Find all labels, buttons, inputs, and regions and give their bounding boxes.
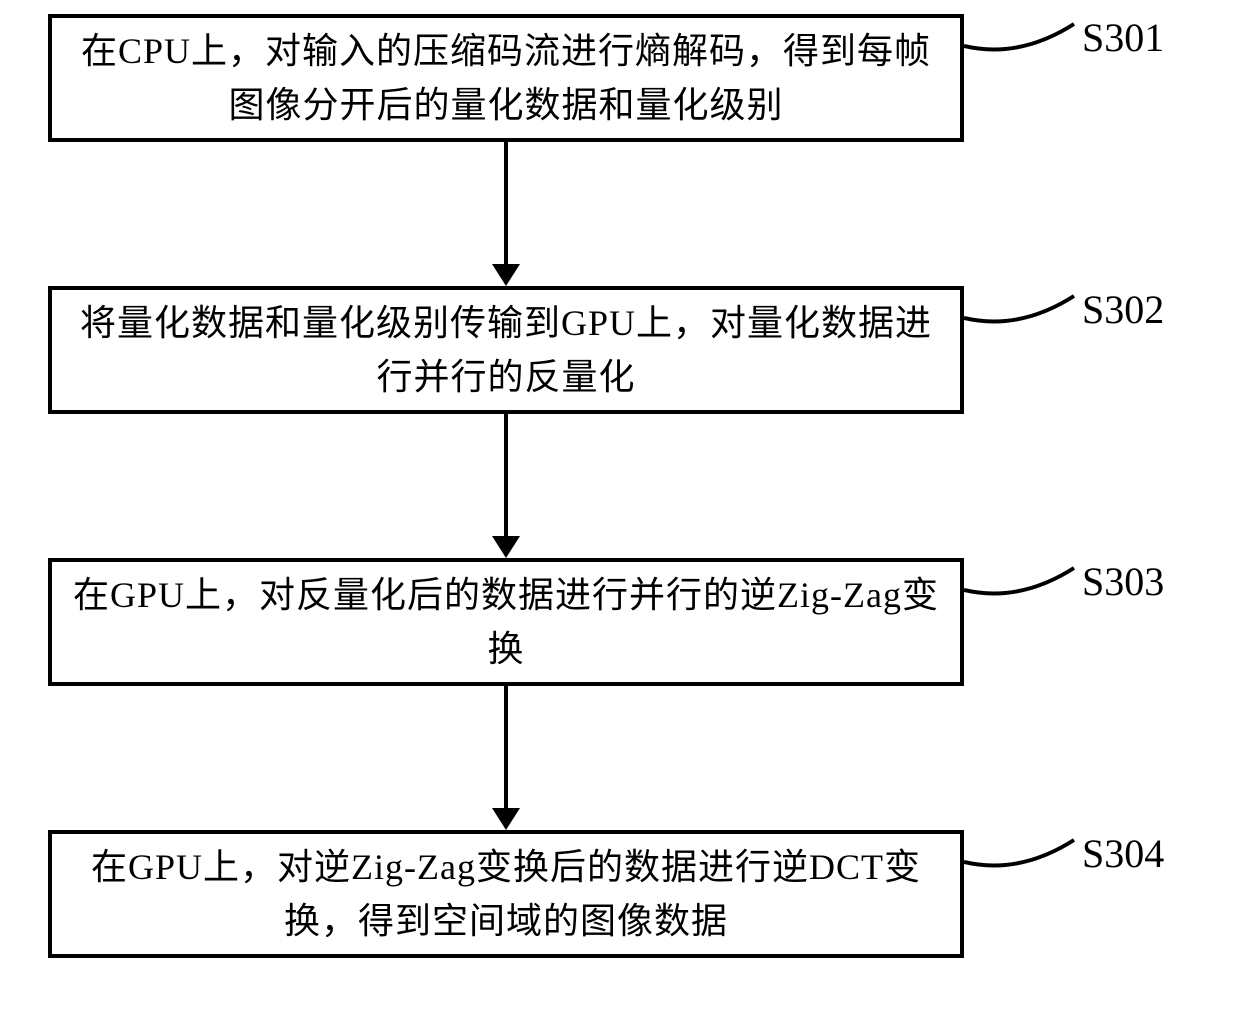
flowchart-node-s301: 在CPU上，对输入的压缩码流进行熵解码，得到每帧图像分开后的量化数据和量化级别: [48, 14, 964, 142]
arrow-head-icon: [492, 264, 520, 286]
node-label-s304: S304: [1082, 830, 1164, 877]
node-text: 在CPU上，对输入的压缩码流进行熵解码，得到每帧图像分开后的量化数据和量化级别: [72, 24, 940, 132]
node-label-s303: S303: [1082, 558, 1164, 605]
node-text: 在GPU上，对反量化后的数据进行并行的逆Zig-Zag变换: [72, 568, 940, 676]
node-label-s302: S302: [1082, 286, 1164, 333]
edge-s303-s304: [504, 686, 508, 808]
flowchart-canvas: 在CPU上，对输入的压缩码流进行熵解码，得到每帧图像分开后的量化数据和量化级别 …: [0, 0, 1240, 1033]
node-label-s301: S301: [1082, 14, 1164, 61]
callout-s303: [964, 558, 1084, 608]
callout-s301: [964, 14, 1084, 64]
node-text: 将量化数据和量化级别传输到GPU上，对量化数据进行并行的反量化: [72, 296, 940, 404]
edge-s301-s302: [504, 142, 508, 264]
flowchart-node-s302: 将量化数据和量化级别传输到GPU上，对量化数据进行并行的反量化: [48, 286, 964, 414]
arrow-head-icon: [492, 536, 520, 558]
flowchart-node-s304: 在GPU上，对逆Zig-Zag变换后的数据进行逆DCT变换，得到空间域的图像数据: [48, 830, 964, 958]
flowchart-node-s303: 在GPU上，对反量化后的数据进行并行的逆Zig-Zag变换: [48, 558, 964, 686]
arrow-head-icon: [492, 808, 520, 830]
callout-s304: [964, 830, 1084, 880]
callout-s302: [964, 286, 1084, 336]
edge-s302-s303: [504, 414, 508, 536]
node-text: 在GPU上，对逆Zig-Zag变换后的数据进行逆DCT变换，得到空间域的图像数据: [72, 840, 940, 948]
